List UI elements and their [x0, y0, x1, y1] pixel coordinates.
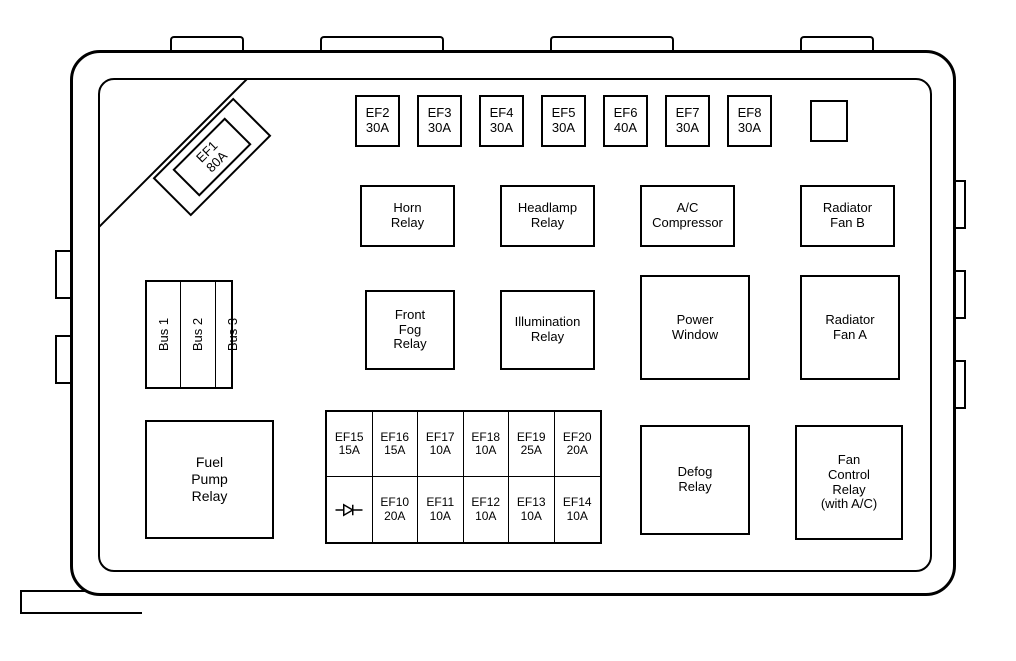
- relay-radiator-fan-b: Radiator Fan B: [800, 185, 895, 247]
- relay-headlamp: Headlamp Relay: [500, 185, 595, 247]
- fuse-ef17: EF1710A: [418, 412, 464, 477]
- fuse-rating: 10A: [475, 444, 496, 457]
- fuse-ef14: EF1410A: [555, 477, 601, 542]
- fuse-rating: 20A: [384, 510, 405, 523]
- relay-power-window: Power Window: [640, 275, 750, 380]
- fuse-label: EF6: [614, 106, 638, 121]
- relay-fan-control: Fan Control Relay (with A/C): [795, 425, 903, 540]
- fuse-rating: 10A: [430, 510, 451, 523]
- relay-horn: Horn Relay: [360, 185, 455, 247]
- relay-label: Power Window: [672, 313, 718, 343]
- side-lug: [55, 335, 71, 384]
- relay-label: Horn Relay: [391, 201, 424, 231]
- relay-label: Fuel Pump Relay: [191, 454, 228, 504]
- fuse-rating: 15A: [339, 444, 360, 457]
- relay-label: Front Fog Relay: [393, 308, 426, 353]
- fuse-label: EF10: [380, 496, 409, 509]
- fuse-label: EF13: [517, 496, 546, 509]
- fuse-label: EF5: [552, 106, 576, 121]
- fuse-rating: 10A: [567, 510, 588, 523]
- bus-2: Bus 2: [181, 282, 215, 387]
- bus-label: Bus 2: [190, 318, 205, 351]
- fuse-label: EF7: [676, 106, 700, 121]
- fuse-label: EF3: [428, 106, 452, 121]
- relay-illumination: Illumination Relay: [500, 290, 595, 370]
- fuse-ef8: EF830A: [727, 95, 772, 147]
- relay-label: Fan Control Relay (with A/C): [821, 453, 877, 513]
- fuse-rating: 15A: [384, 444, 405, 457]
- fuse-ef1-outer: EF1 80A: [153, 98, 272, 217]
- fuse-ef2: EF230A: [355, 95, 400, 147]
- fuse-rating: 30A: [490, 121, 513, 136]
- fuse-ef10: EF1020A: [373, 477, 419, 542]
- fuse-label: EF11: [426, 496, 454, 509]
- fuse-ef13: EF1310A: [509, 477, 555, 542]
- diode-icon: [334, 501, 364, 519]
- relay-label: Radiator Fan A: [825, 313, 874, 343]
- fuse-ef16: EF1615A: [373, 412, 419, 477]
- fuse-rating: 10A: [521, 510, 542, 523]
- bus-label: Bus 3: [225, 318, 240, 351]
- relay-label: A/C Compressor: [652, 201, 723, 231]
- diode-cell: [327, 477, 373, 542]
- bus-1: Bus 1: [147, 282, 181, 387]
- fuse-rating: 30A: [676, 121, 699, 136]
- fuse-rating: 30A: [366, 121, 389, 136]
- relay-label: Defog Relay: [678, 465, 713, 495]
- fuse-label: EF8: [738, 106, 762, 121]
- fuse-rating: 10A: [430, 444, 451, 457]
- fusebox-diagram: EF1 80A Horn Relay Headlamp Relay A/C Co…: [20, 20, 1000, 640]
- fuse-label: EF4: [490, 106, 514, 121]
- fuse-ef4: EF430A: [479, 95, 524, 147]
- fuse-ef15: EF1515A: [327, 412, 373, 477]
- relay-defog: Defog Relay: [640, 425, 750, 535]
- relay-ac-compressor: A/C Compressor: [640, 185, 735, 247]
- fuse-ef19: EF1925A: [509, 412, 555, 477]
- fuse-rating: 25A: [521, 444, 542, 457]
- fuse-ef5: EF530A: [541, 95, 586, 147]
- fuse-rating: 20A: [567, 444, 588, 457]
- fuse-ef20: EF2020A: [555, 412, 601, 477]
- fuse-blank: [810, 100, 848, 142]
- fuse-rating: 40A: [614, 121, 637, 136]
- fuse-label: EF12: [471, 496, 500, 509]
- fuse-ef1-slot: EF1 80A: [145, 120, 265, 240]
- fuse-ef6: EF640A: [603, 95, 648, 147]
- fuse-rating: 10A: [475, 510, 496, 523]
- inner-panel: EF1 80A Horn Relay Headlamp Relay A/C Co…: [98, 78, 932, 572]
- fuse-grid: EF1515AEF1615AEF1710AEF1810AEF1925AEF202…: [325, 410, 602, 544]
- bus-label: Bus 1: [156, 318, 171, 351]
- relay-radiator-fan-a: Radiator Fan A: [800, 275, 900, 380]
- enclosure: EF1 80A Horn Relay Headlamp Relay A/C Co…: [70, 50, 956, 596]
- relay-label: Illumination Relay: [515, 315, 581, 345]
- fuse-rating: 30A: [738, 121, 761, 136]
- fuse-ef7: EF730A: [665, 95, 710, 147]
- fuse-rating: 30A: [428, 121, 451, 136]
- bus-group: Bus 1 Bus 2 Bus 3: [145, 280, 233, 389]
- fuse-label: EF14: [563, 496, 592, 509]
- side-lug: [55, 250, 71, 299]
- fuse-ef1: EF1 80A: [172, 117, 251, 196]
- fuse-rating: 30A: [552, 121, 575, 136]
- fuse-ef3: EF330A: [417, 95, 462, 147]
- bus-3: Bus 3: [216, 282, 249, 387]
- fuse-ef12: EF1210A: [464, 477, 510, 542]
- relay-front-fog: Front Fog Relay: [365, 290, 455, 370]
- fuse-ef11: EF1110A: [418, 477, 464, 542]
- relay-label: Radiator Fan B: [823, 201, 872, 231]
- relay-fuel-pump: Fuel Pump Relay: [145, 420, 274, 539]
- fuse-label: EF2: [366, 106, 390, 121]
- relay-label: Headlamp Relay: [518, 201, 577, 231]
- fuse-ef18: EF1810A: [464, 412, 510, 477]
